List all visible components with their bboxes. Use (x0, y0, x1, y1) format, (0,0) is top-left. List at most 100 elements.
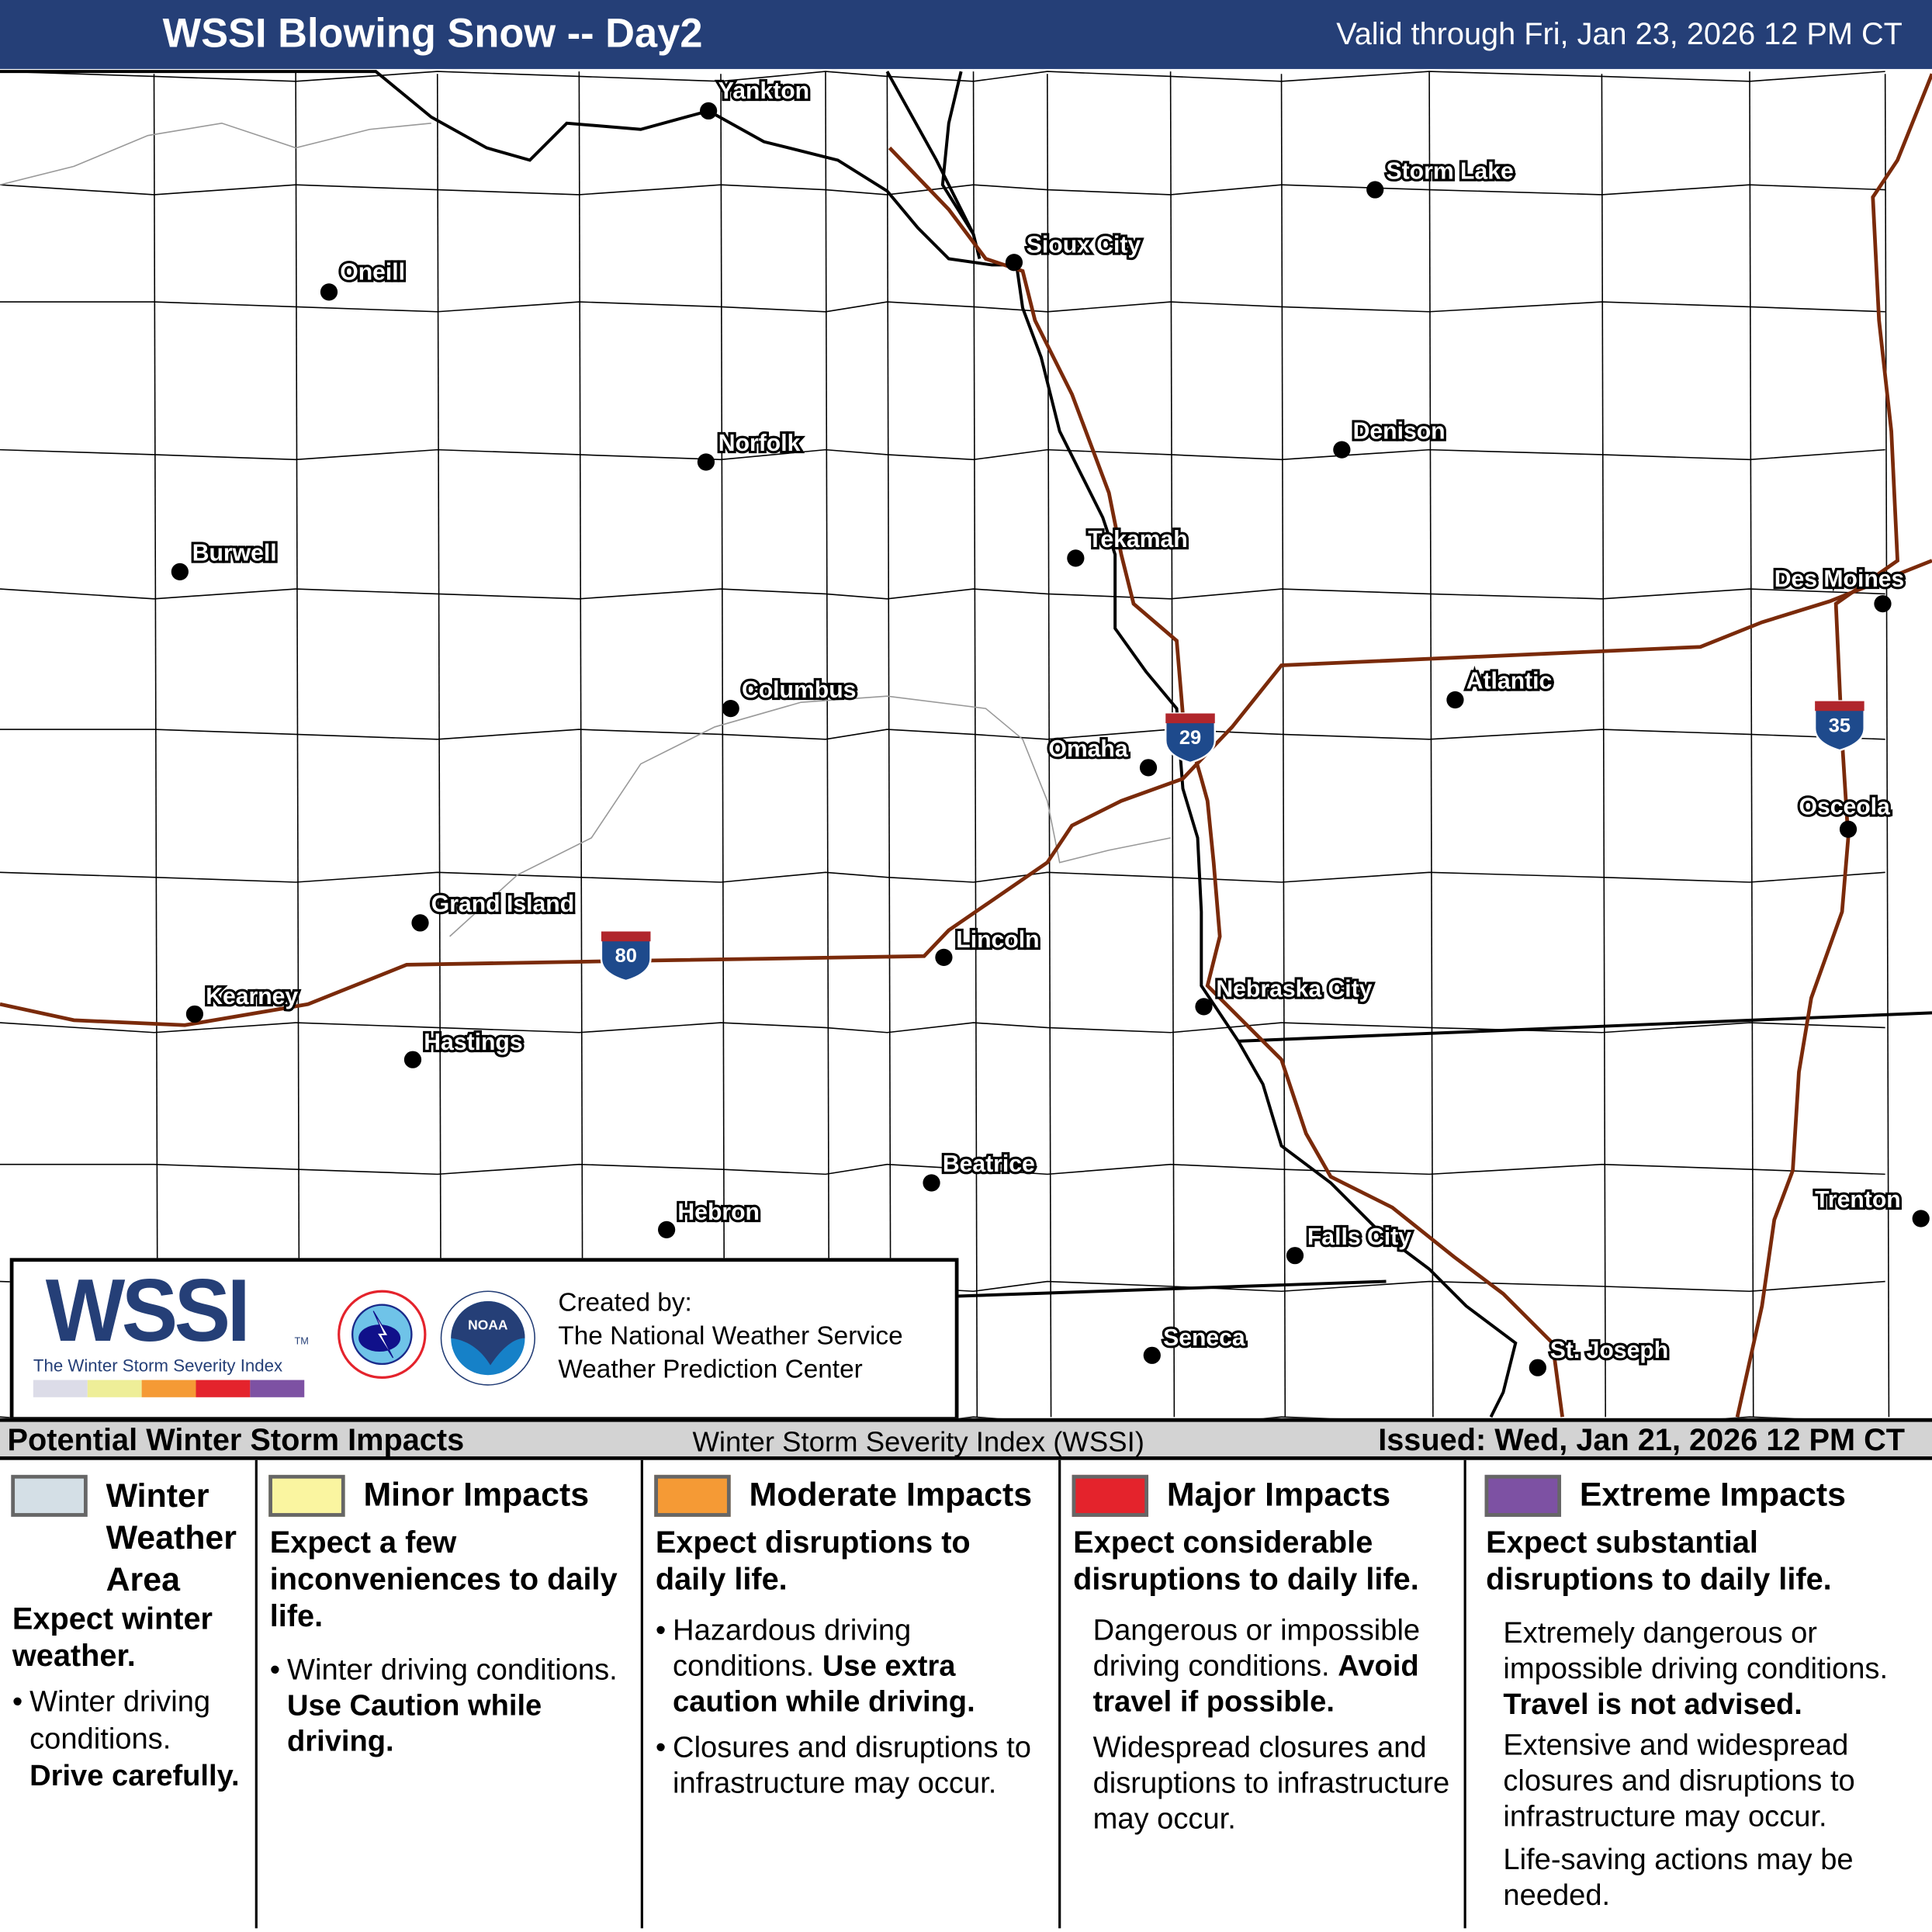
city-grand-island: Grand Island (411, 889, 576, 932)
city-dot (1286, 1247, 1304, 1265)
county-line (0, 301, 1885, 313)
city-label: Columbus (742, 677, 856, 703)
index-name: Winter Storm Severity Index (WSSI) (692, 1425, 1144, 1458)
city-seneca: Seneca (1143, 1323, 1248, 1364)
county-line (578, 71, 583, 1418)
city-denison: Denison (1333, 416, 1448, 459)
page-title: WSSI Blowing Snow -- Day2 (162, 9, 703, 56)
city-label: Storm Lake (1387, 158, 1514, 184)
county-line (1601, 74, 1606, 1418)
city-dot (320, 283, 338, 301)
legend-summary: Expect substantial disruptions to daily … (1486, 1525, 1832, 1598)
city-label: Beatrice (943, 1151, 1035, 1177)
legend-detail: Extremely dangerous or impossible drivin… (1503, 1616, 1889, 1722)
city-dot (699, 102, 718, 120)
city-label: Des Moines (1774, 566, 1905, 592)
city-label: Hebron (677, 1200, 760, 1225)
interstate-number: 29 (1179, 727, 1201, 749)
legend-detail: Hazardous driving conditions. Use extra … (656, 1613, 1047, 1720)
credit-line-3: Weather Prediction Center (558, 1355, 863, 1384)
map: 29 80 35 Yankton Storm Lake Sioux City Oneill… (0, 70, 1932, 1418)
impact-legend: Winter Weather Area Expect winter weather.… (0, 1459, 1932, 1932)
county-line (0, 729, 1885, 740)
city-label: Yankton (718, 78, 809, 104)
city-beatrice: Beatrice (923, 1149, 1037, 1192)
city-dot (185, 1005, 204, 1023)
legend-detail-2: Closures and disruptions to infrastructu… (656, 1730, 1047, 1802)
interstate-shield-80-icon: 80 (600, 930, 652, 982)
legend-detail-2: Extensive and widespread closures and di… (1503, 1728, 1855, 1833)
county-line (436, 74, 442, 1418)
county-line (825, 71, 830, 1418)
county-line (153, 74, 159, 1418)
wssi-logo: WSSI (45, 1262, 251, 1361)
interstate-shield-35-icon: 35 (1813, 700, 1865, 752)
noaa-text: NOAA (468, 1317, 508, 1332)
swatch-extreme (1484, 1474, 1562, 1517)
nws-logo-icon (338, 1290, 427, 1379)
city-atlantic: Atlantic (1446, 667, 1555, 709)
city-label: Hastings (424, 1030, 522, 1055)
strip-moderate (141, 1380, 196, 1397)
city-dot (1195, 998, 1213, 1016)
county-line (0, 71, 1885, 82)
impacts-heading: Potential Winter Storm Impacts (7, 1423, 465, 1458)
strip-minor (87, 1380, 142, 1397)
city-dot (411, 914, 429, 932)
city-label: Kearney (206, 984, 298, 1009)
city-label: Trenton (1815, 1187, 1901, 1213)
city-dot (1139, 759, 1158, 777)
header: WSSI Blowing Snow -- Day2 Valid through … (0, 0, 1932, 69)
county-line (0, 448, 1885, 461)
legend-detail-3: Life-saving actions may be needed. (1503, 1843, 1854, 1913)
city-dot (1143, 1346, 1161, 1364)
city-oneill: Oneill (320, 257, 407, 301)
legend-summary: Expect winter weather. (12, 1601, 213, 1674)
county-lines (0, 71, 1890, 1418)
city-columbus: Columbus (722, 675, 859, 718)
legend-title: Major Impacts (1166, 1476, 1391, 1514)
interstate-shield-29-icon: 29 (1165, 712, 1216, 764)
legend-detail-2: Widespread closures and disruptions to i… (1092, 1731, 1450, 1837)
legend-title: Extreme Impacts (1579, 1476, 1847, 1514)
legend-minor-impacts: Minor Impacts Expect a few inconvenience… (254, 1459, 639, 1929)
city-storm-lake: Storm Lake (1366, 156, 1516, 199)
trademark: TM (294, 1335, 309, 1347)
city-yankton: Yankton (699, 76, 812, 120)
city-label: St. Joseph (1550, 1338, 1669, 1363)
city-dot (722, 699, 739, 718)
county-line (1749, 71, 1754, 1418)
city-dot (1067, 549, 1085, 567)
city-burwell: Burwell (171, 538, 279, 580)
county-line (0, 871, 1885, 883)
interstate-number: 35 (1829, 715, 1851, 736)
city-label: Oneill (340, 259, 405, 285)
legend-winter-weather-area: Winter Weather Area Expect winter weather.… (0, 1460, 254, 1928)
strip-extreme (250, 1380, 305, 1397)
strip-major (196, 1380, 251, 1397)
city-dot (697, 453, 715, 471)
county-line (886, 74, 892, 1418)
city-label: Osceola (1799, 795, 1890, 820)
county-line (1428, 71, 1434, 1418)
swatch-winter-weather (11, 1474, 88, 1517)
impacts-title-bar: Potential Winter Storm Impacts Winter St… (0, 1418, 1932, 1460)
valid-time: Valid through Fri, Jan 23, 2026 12 PM CT (1336, 17, 1903, 52)
county-line (0, 1163, 1885, 1175)
credit-text: Created by: The National Weather Service… (558, 1286, 902, 1387)
legend-detail: Winter driving conditions. Use Caution w… (270, 1653, 637, 1760)
legend-detail: Dangerous or impossible driving conditio… (1092, 1614, 1421, 1719)
county-line (972, 71, 978, 1418)
city-dot (1366, 181, 1384, 199)
city-dot (1446, 691, 1464, 709)
city-label: Burwell (192, 541, 277, 566)
city-label: Atlantic (1466, 669, 1553, 694)
city-label: Grand Island (431, 892, 574, 917)
interstate-number: 80 (615, 945, 637, 967)
legend-summary: Expect disruptions to daily life. (655, 1525, 971, 1598)
state-borders (0, 70, 1932, 1418)
city-norfolk: Norfolk (697, 428, 803, 471)
city-dot (1529, 1359, 1546, 1376)
county-line (0, 588, 1885, 600)
